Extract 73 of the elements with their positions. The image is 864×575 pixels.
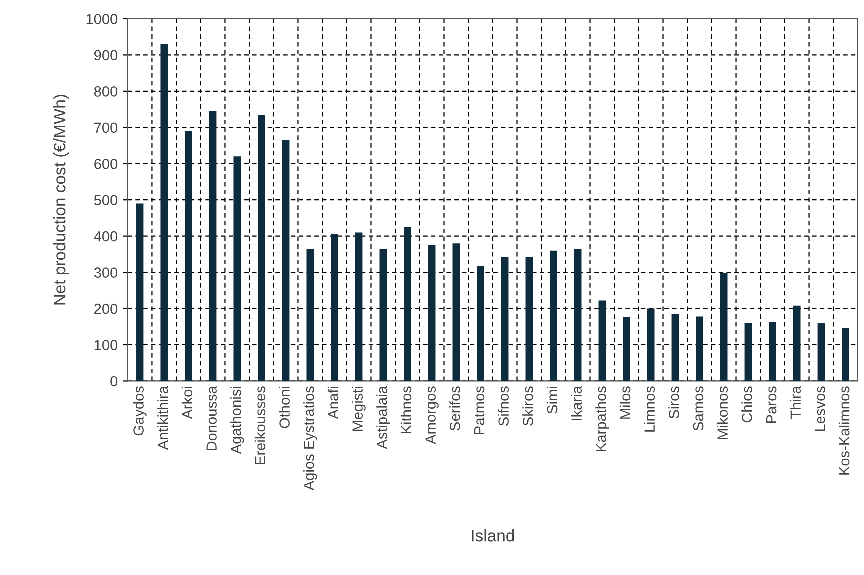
x-axis-title: Island bbox=[472, 530, 514, 542]
x-tick-label: Chios bbox=[742, 386, 752, 423]
bar bbox=[647, 308, 655, 382]
bar bbox=[720, 273, 728, 382]
x-tick-label: Lesvos bbox=[815, 386, 826, 432]
x-tick-label: Milos bbox=[620, 386, 631, 419]
x-tick-label: Skiros bbox=[522, 386, 534, 426]
bar bbox=[331, 234, 338, 382]
bar bbox=[380, 249, 388, 382]
bar bbox=[136, 204, 144, 382]
y-tick-label: 100 bbox=[94, 340, 118, 350]
y-tick-label: 300 bbox=[94, 268, 118, 278]
bar bbox=[526, 257, 534, 382]
x-tick-label: Kithnos bbox=[400, 386, 412, 434]
bar bbox=[234, 156, 242, 382]
x-tick-label: Siros bbox=[668, 386, 680, 419]
x-tick-label: Astipalaia bbox=[376, 386, 390, 450]
bar bbox=[623, 317, 630, 382]
bar bbox=[209, 111, 217, 382]
bar bbox=[842, 328, 850, 382]
y-tick-label: 700 bbox=[94, 122, 118, 134]
bar bbox=[477, 266, 484, 382]
bar bbox=[282, 140, 290, 382]
x-tick-label: Gaydos bbox=[133, 386, 147, 436]
bar bbox=[258, 114, 266, 382]
bar bbox=[598, 300, 606, 382]
y-tick-label: 200 bbox=[94, 304, 118, 314]
bar bbox=[769, 322, 776, 382]
bar bbox=[404, 227, 412, 382]
x-tick-label: Sifnos bbox=[498, 386, 509, 426]
bar bbox=[744, 323, 752, 382]
x-tick-label: Samos bbox=[693, 386, 704, 431]
y-tick-label: 600 bbox=[94, 158, 118, 170]
x-tick-label: Mikonos bbox=[717, 386, 728, 440]
x-tick-label: Thira bbox=[790, 386, 802, 419]
x-tick-label: Simi bbox=[546, 387, 558, 414]
x-tick-label: Patmos bbox=[474, 386, 485, 434]
x-tick-label: Agios Eystratios bbox=[304, 386, 318, 491]
y-tick-label: 900 bbox=[94, 50, 118, 61]
y-tick-label: 1000 bbox=[86, 14, 118, 24]
x-tick-label: Antikithira bbox=[158, 386, 168, 450]
bar bbox=[306, 249, 314, 382]
x-tick-label: Arkoi bbox=[182, 387, 193, 420]
bar bbox=[696, 316, 704, 382]
bar bbox=[452, 244, 460, 382]
y-axis-title: Net production cost (€/MWh) bbox=[54, 95, 70, 305]
bar bbox=[793, 306, 801, 382]
x-tick-label: Ereikousses bbox=[254, 386, 266, 464]
bar bbox=[574, 249, 582, 382]
x-tick-label: Agathonisi bbox=[230, 387, 244, 454]
y-tick-label: 0 bbox=[110, 376, 118, 387]
bar bbox=[550, 250, 558, 382]
x-tick-label: Ikaria bbox=[571, 386, 582, 420]
x-tick-label: Karpathos bbox=[596, 386, 610, 452]
x-tick-label: Donoussa bbox=[206, 386, 217, 451]
x-tick-label: Amorgos bbox=[426, 386, 439, 444]
bar bbox=[818, 323, 826, 382]
bar bbox=[355, 232, 363, 382]
x-tick-label: Paros bbox=[766, 386, 777, 423]
bar bbox=[185, 131, 192, 382]
x-tick-label: Serifos bbox=[450, 386, 460, 431]
x-tick-label: Anafi bbox=[328, 387, 339, 420]
x-tick-label: Megisti bbox=[352, 387, 366, 432]
y-tick-label: 800 bbox=[94, 86, 118, 97]
x-tick-label: Limnos bbox=[644, 386, 656, 432]
bar bbox=[428, 245, 436, 382]
bar bbox=[160, 44, 168, 382]
bar bbox=[501, 257, 509, 382]
x-tick-label: Kos-Kalimnos bbox=[838, 386, 850, 475]
y-tick-label: 400 bbox=[94, 231, 118, 242]
y-tick-label: 500 bbox=[94, 195, 118, 206]
x-tick-label: Othoni bbox=[279, 387, 290, 428]
bar bbox=[672, 314, 680, 382]
